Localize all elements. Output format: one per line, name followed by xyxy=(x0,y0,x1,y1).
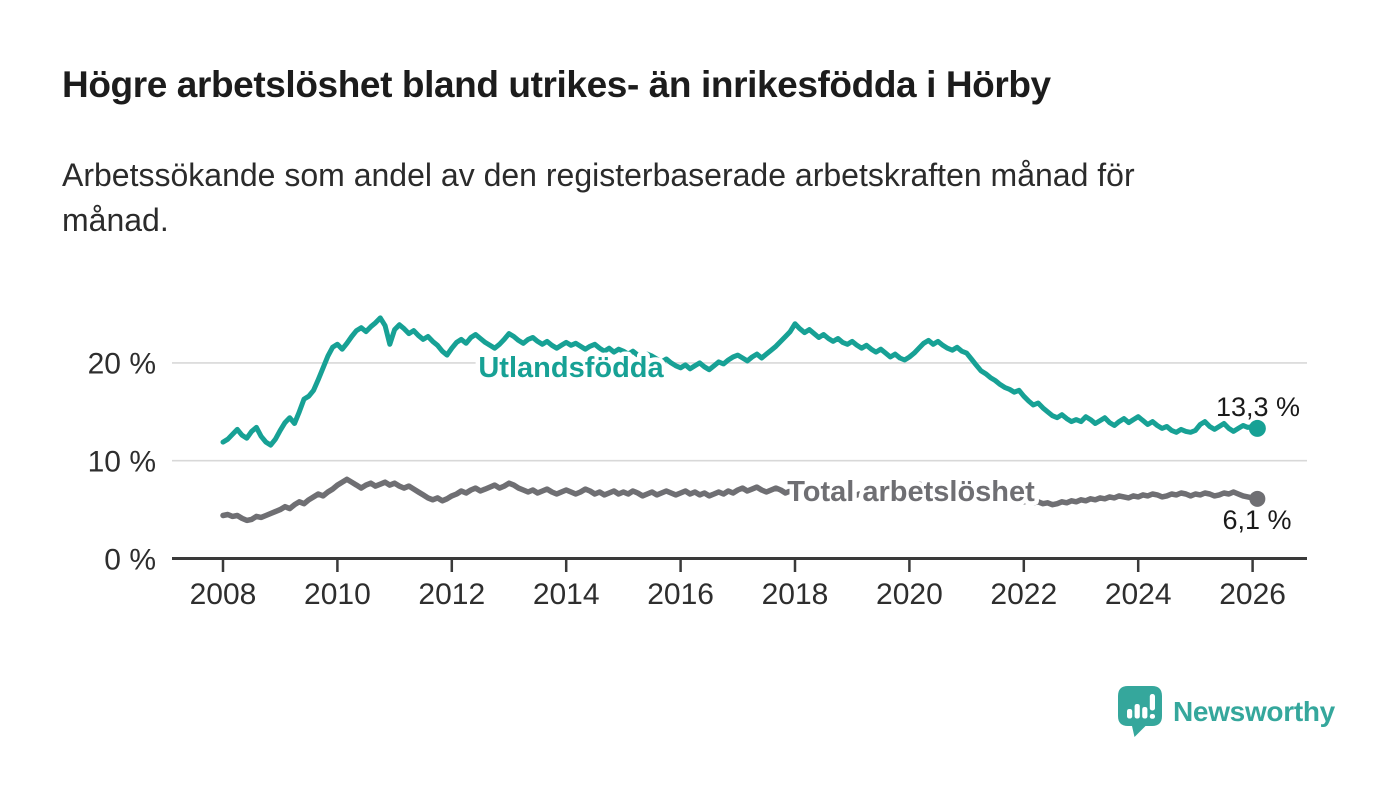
logo-bar-3 xyxy=(1142,707,1148,719)
x-tick-label-2022: 2022 xyxy=(990,578,1057,611)
newsworthy-logo-icon xyxy=(1118,686,1162,737)
x-tick-label-2024: 2024 xyxy=(1105,578,1172,611)
x-tick-label-2016: 2016 xyxy=(647,578,714,611)
logo-bar-1 xyxy=(1127,709,1133,719)
logo-exclamation-bar xyxy=(1149,694,1155,711)
chart-subtitle-line1: Arbetssökande som andel av den registerb… xyxy=(62,157,1135,193)
chart-subtitle-line2: månad. xyxy=(62,202,169,238)
series-end-dot-1 xyxy=(1249,490,1266,507)
x-tick-label-2018: 2018 xyxy=(762,578,829,611)
y-tick-label-10: 10 % xyxy=(88,446,156,479)
x-tick-label-2014: 2014 xyxy=(533,578,600,611)
y-tick-label-0: 0 % xyxy=(104,543,156,576)
logo-bar-2 xyxy=(1134,704,1140,719)
series-end-value-1: 6,1 % xyxy=(1222,505,1291,535)
chart-title: Högre arbetslöshet bland utrikes- än inr… xyxy=(62,64,1051,105)
speech-bubble-shape xyxy=(1118,686,1162,737)
series-end-value-0: 13,3 % xyxy=(1216,392,1300,422)
chart-subtitle: Arbetssökande som andel av den registerb… xyxy=(62,153,1135,243)
logo-exclamation-dot xyxy=(1149,714,1155,719)
series-end-dot-0 xyxy=(1248,419,1266,437)
x-tick-label-2008: 2008 xyxy=(190,578,257,611)
x-tick-label-2020: 2020 xyxy=(876,578,943,611)
x-tick-label-2010: 2010 xyxy=(304,578,371,611)
newsworthy-branding: Newsworthy xyxy=(1117,686,1335,738)
x-tick-label-2026: 2026 xyxy=(1219,578,1286,611)
series-label-0: Utlandsfödda xyxy=(478,352,664,384)
y-tick-label-20: 20 % xyxy=(88,348,156,381)
x-tick-label-2012: 2012 xyxy=(418,578,485,611)
newsworthy-wordmark: Newsworthy xyxy=(1173,696,1335,727)
series-line-0 xyxy=(220,315,1260,448)
series-line-1 xyxy=(220,476,1261,524)
series-label-1: Total arbetslöshet xyxy=(787,476,1035,508)
